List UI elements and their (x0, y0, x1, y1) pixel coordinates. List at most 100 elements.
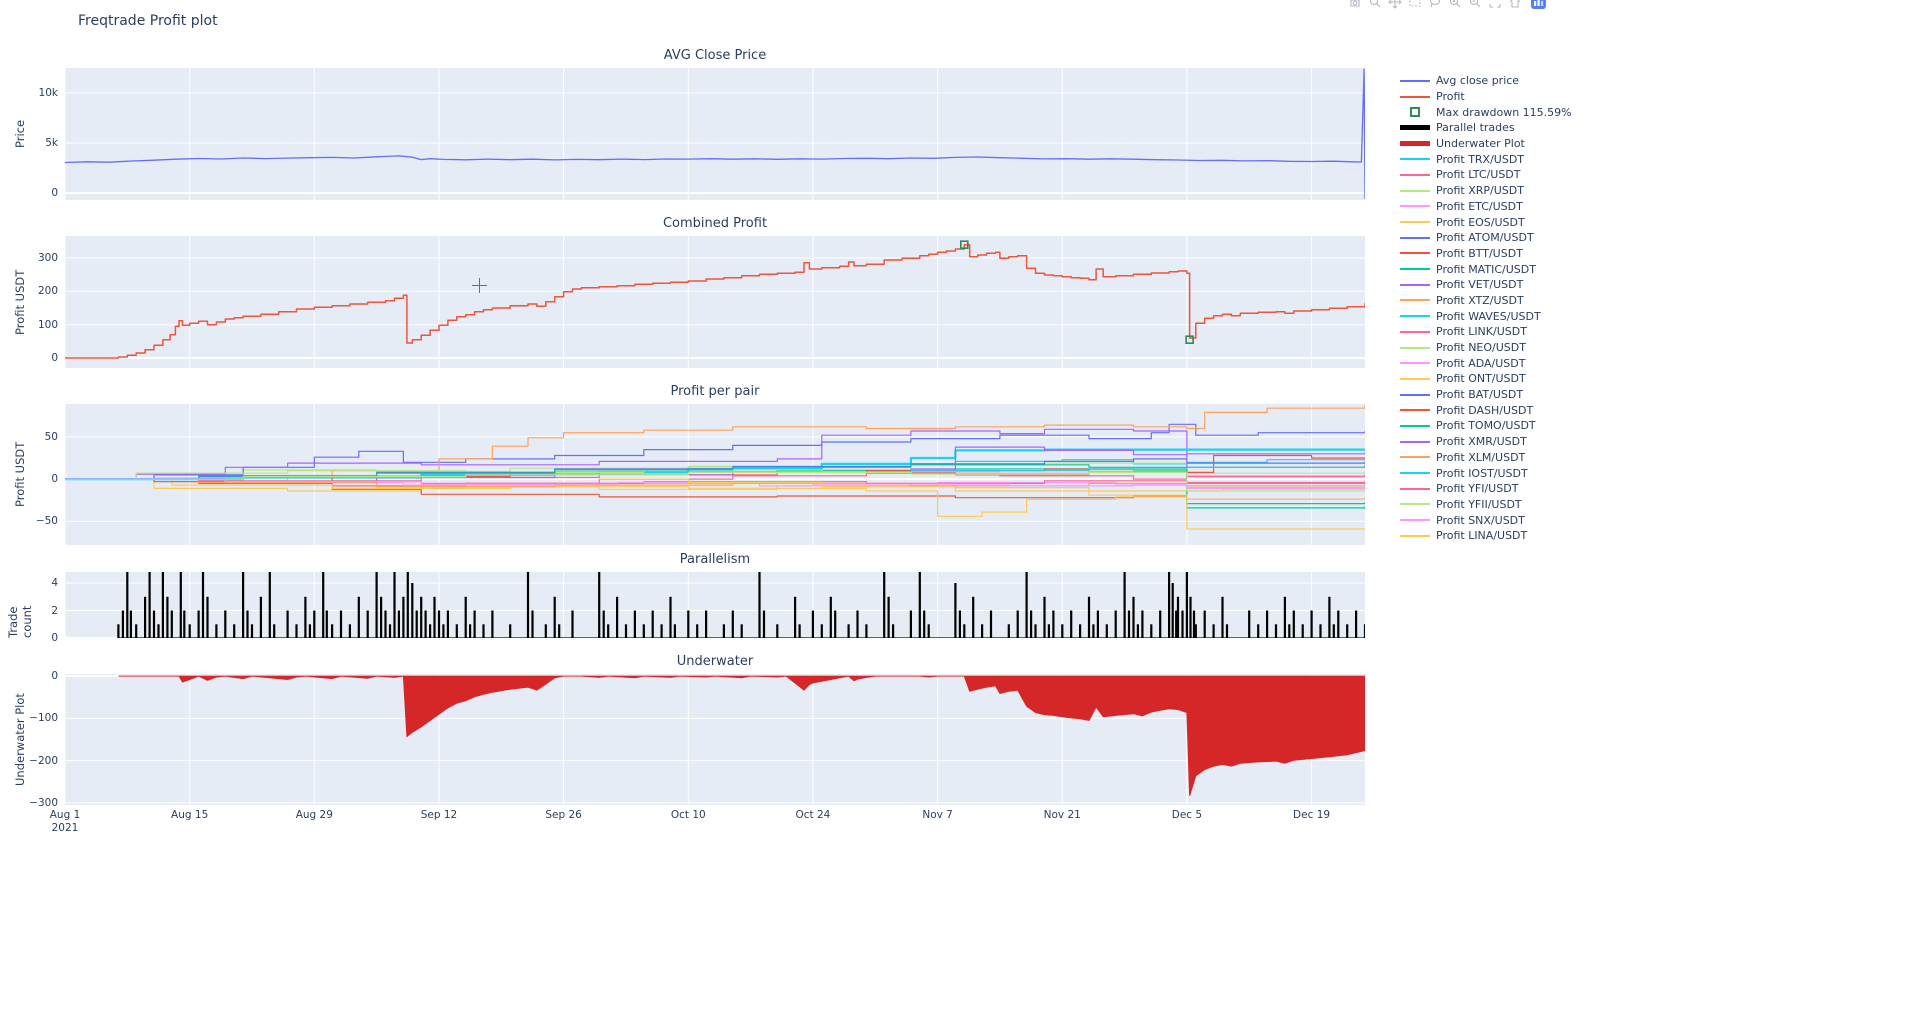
legend-label: Profit VET/USDT (1436, 278, 1524, 292)
legend-line-icon (1400, 487, 1430, 490)
x-tick-label: Aug 29 (295, 809, 333, 821)
legend-line-icon (1400, 236, 1430, 239)
legend-item[interactable]: Profit DASH/USDT (1400, 402, 1572, 418)
plot-area-avg-close-price[interactable] (65, 68, 1365, 200)
legend-label: Profit YFII/USDT (1436, 497, 1522, 511)
legend-item[interactable]: Profit TRX/USDT (1400, 151, 1572, 167)
legend-item[interactable]: Profit TOMO/USDT (1400, 418, 1572, 434)
legend-line-icon (1400, 330, 1430, 333)
legend-item[interactable]: Profit WAVES/USDT (1400, 308, 1572, 324)
legend-item[interactable]: Profit SNX/USDT (1400, 512, 1572, 528)
legend-item[interactable]: Parallel trades (1400, 120, 1572, 136)
autoscale-icon[interactable] (1486, 0, 1503, 10)
zoom-in-icon[interactable] (1446, 0, 1463, 10)
legend-line-icon (1400, 409, 1430, 412)
y-tick-label: 0 (51, 473, 58, 486)
legend-line-icon (1400, 519, 1430, 522)
legend-item[interactable]: Profit LINA/USDT (1400, 528, 1572, 544)
plot-area-combined-profit[interactable] (65, 236, 1365, 368)
box-select-icon[interactable] (1406, 0, 1423, 10)
subplot-title-avg-close-price: AVG Close Price (663, 48, 767, 63)
pan-icon[interactable] (1386, 0, 1403, 10)
legend-item[interactable]: Profit VET/USDT (1400, 277, 1572, 293)
legend-item[interactable]: Profit IOST/USDT (1400, 465, 1572, 481)
legend-label: Profit ATOM/USDT (1436, 231, 1534, 245)
x-tick-label: Dec 5 (1171, 809, 1203, 821)
y-tick-label: 5k (45, 137, 58, 149)
legend-label: Profit (1436, 90, 1465, 104)
subplot-profit-per-pair (65, 404, 1365, 545)
legend-item[interactable]: Underwater Plot (1400, 136, 1572, 152)
legend-line-icon (1400, 173, 1430, 176)
legend-item[interactable]: Profit YFI/USDT (1400, 481, 1572, 497)
legend-item[interactable]: Profit XLM/USDT (1400, 450, 1572, 466)
legend-item[interactable]: Profit EOS/USDT (1400, 214, 1572, 230)
legend-item[interactable]: Profit BAT/USDT (1400, 387, 1572, 403)
legend-line-icon (1400, 424, 1430, 427)
legend-label: Profit BTT/USDT (1436, 246, 1523, 260)
legend-line-icon (1400, 534, 1430, 537)
y-tick-label: −200 (29, 754, 58, 767)
y-tick-label: 0 (51, 632, 58, 644)
subplot-title-profit-per-pair: Profit per pair (670, 384, 760, 399)
legend-line-icon (1400, 268, 1430, 271)
legend-item[interactable]: Profit NEO/USDT (1400, 340, 1572, 356)
legend-line-icon (1400, 503, 1430, 506)
legend-item[interactable]: Profit XRP/USDT (1400, 183, 1572, 199)
legend-line-icon (1400, 158, 1430, 161)
legend-label: Profit ONT/USDT (1436, 372, 1526, 386)
legend-label: Profit LINA/USDT (1436, 529, 1528, 543)
legend-line-icon (1400, 221, 1430, 224)
x-tick-label: Oct 24 (795, 809, 831, 821)
plot-area-parallelism[interactable] (65, 572, 1365, 638)
legend-item[interactable]: Profit LTC/USDT (1400, 167, 1572, 183)
legend-item[interactable]: Profit YFII/USDT (1400, 497, 1572, 513)
subplot-title-parallelism: Parallelism (679, 552, 751, 567)
legend-item[interactable]: Profit XTZ/USDT (1400, 293, 1572, 309)
legend-label: Profit NEO/USDT (1436, 341, 1526, 355)
legend-line-icon (1400, 79, 1430, 82)
legend-item[interactable]: Max drawdown 115.59% (1400, 104, 1572, 120)
legend-item[interactable]: Avg close price (1400, 73, 1572, 89)
legend-line-icon (1400, 252, 1430, 255)
legend-item[interactable]: Profit ONT/USDT (1400, 371, 1572, 387)
legend-item[interactable]: Profit ATOM/USDT (1400, 230, 1572, 246)
camera-icon[interactable] (1346, 0, 1363, 10)
legend-label: Profit XMR/USDT (1436, 435, 1527, 449)
legend-label: Max drawdown 115.59% (1436, 105, 1572, 119)
legend-item[interactable]: Profit LINK/USDT (1400, 324, 1572, 340)
y-tick-label: 0 (51, 187, 58, 199)
x-tick-label: Nov 7 (922, 809, 953, 821)
y-tick-label: 2 (51, 604, 58, 617)
reset-axes-icon[interactable] (1506, 0, 1523, 10)
subplot-title-combined-profit: Combined Profit (662, 216, 768, 231)
legend-item[interactable]: Profit MATIC/USDT (1400, 261, 1572, 277)
legend-line-icon (1400, 456, 1430, 459)
legend-label: Profit XRP/USDT (1436, 184, 1524, 198)
legend-line-icon (1400, 299, 1430, 302)
legend-label: Profit XTZ/USDT (1436, 293, 1524, 307)
legend-item[interactable]: Profit XMR/USDT (1400, 434, 1572, 450)
zoom-out-icon[interactable] (1466, 0, 1483, 10)
legend-label: Profit LINK/USDT (1436, 325, 1527, 339)
legend-label: Profit DASH/USDT (1436, 403, 1534, 417)
plotly-logo[interactable] (1531, 0, 1546, 9)
legend-item[interactable]: Profit ADA/USDT (1400, 355, 1572, 371)
lasso-icon[interactable] (1426, 0, 1443, 10)
plotly-modebar (1346, 0, 1546, 10)
legend-line-icon (1400, 362, 1430, 365)
legend-item[interactable]: Profit (1400, 89, 1572, 105)
y-axis-title-underwater: Underwater Plot (13, 693, 27, 786)
legend-label: Profit ADA/USDT (1436, 356, 1526, 370)
legend-label: Profit WAVES/USDT (1436, 309, 1541, 323)
legend-label: Avg close price (1436, 74, 1520, 88)
plot-area-underwater[interactable] (65, 674, 1365, 805)
legend-label: Profit SNX/USDT (1436, 513, 1525, 527)
page-title: Freqtrade Profit plot (78, 13, 218, 29)
zoom-icon[interactable] (1366, 0, 1383, 10)
legend-item[interactable]: Profit ETC/USDT (1400, 199, 1572, 215)
plot-area-profit-per-pair[interactable] (65, 404, 1365, 545)
legend-line-icon (1400, 283, 1430, 286)
legend-item[interactable]: Profit BTT/USDT (1400, 246, 1572, 262)
